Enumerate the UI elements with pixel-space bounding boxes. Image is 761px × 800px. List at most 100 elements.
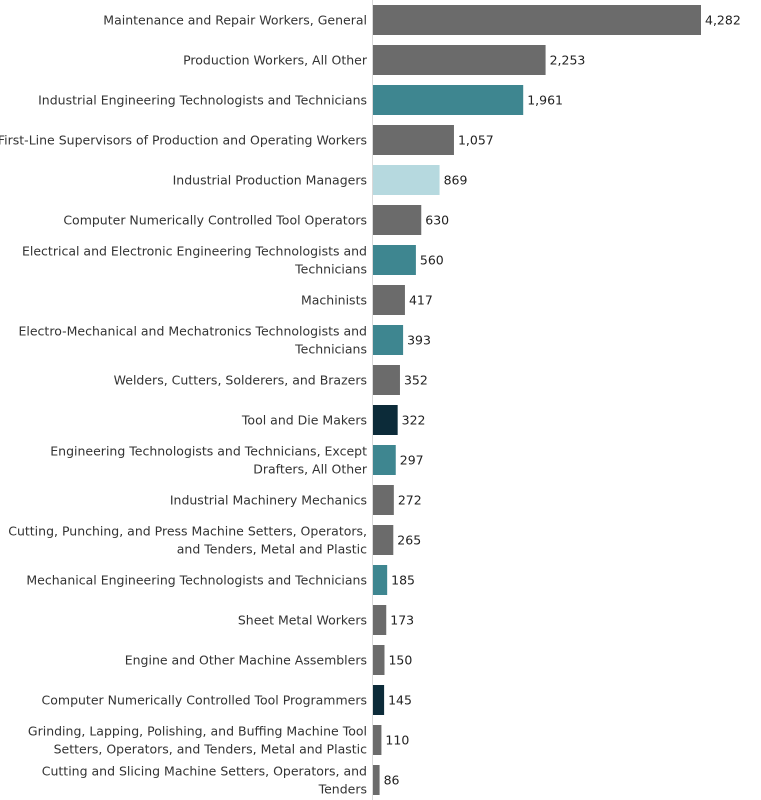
category-label: Computer Numerically Controlled Tool Pro… <box>42 693 367 708</box>
bar-row: Computer Numerically Controlled Tool Ope… <box>63 205 449 235</box>
category-label: Engineering Technologists and Technician… <box>50 444 368 477</box>
category-label: Mechanical Engineering Technologists and… <box>26 573 367 588</box>
category-label: Cutting and Slicing Machine Setters, Ope… <box>42 764 367 797</box>
bar-row: Cutting, Punching, and Press Machine Set… <box>8 524 421 557</box>
category-label-line: First-Line Supervisors of Production and… <box>0 133 367 148</box>
category-label: Production Workers, All Other <box>183 53 368 68</box>
bar <box>373 565 388 595</box>
category-label-line: Industrial Production Managers <box>173 173 367 188</box>
category-label-line: Tool and Die Makers <box>241 413 367 428</box>
bar-row: Industrial Production Managers 869 <box>173 165 468 195</box>
value-label: 393 <box>407 333 431 348</box>
category-label: Welders, Cutters, Solderers, and Brazers <box>114 373 367 388</box>
bar-row: Electrical and Electronic Engineering Te… <box>22 244 444 277</box>
bar <box>373 125 454 155</box>
bar-row: Production Workers, All Other 2,253 <box>183 45 585 75</box>
category-label-line: Production Workers, All Other <box>183 53 368 68</box>
bar <box>373 605 387 635</box>
category-label-line: Engineering Technologists and Technician… <box>50 444 367 459</box>
bar <box>373 485 394 515</box>
value-label: 272 <box>398 493 422 508</box>
value-label: 86 <box>384 773 400 788</box>
bar <box>373 725 382 755</box>
value-label: 417 <box>409 293 433 308</box>
category-label: Industrial Production Managers <box>173 173 367 188</box>
bar-row: Engineering Technologists and Technician… <box>50 444 423 477</box>
category-label: Industrial Engineering Technologists and… <box>38 93 367 108</box>
bar <box>373 765 380 795</box>
category-label-line: Technicians <box>294 262 367 277</box>
bar-row: Sheet Metal Workers 173 <box>238 605 414 635</box>
bar <box>373 445 396 475</box>
bar-row: Machinists 417 <box>301 285 433 315</box>
bar <box>373 5 701 35</box>
value-label: 2,253 <box>550 53 586 68</box>
bar-row: Cutting and Slicing Machine Setters, Ope… <box>42 764 400 797</box>
category-label: Electrical and Electronic Engineering Te… <box>22 244 367 277</box>
category-label-line: Welders, Cutters, Solderers, and Brazers <box>114 373 367 388</box>
value-label: 322 <box>402 413 426 428</box>
bar <box>373 205 422 235</box>
value-label: 150 <box>388 653 412 668</box>
category-label-line: Cutting and Slicing Machine Setters, Ope… <box>42 764 367 779</box>
category-label-line: Drafters, All Other <box>253 462 368 477</box>
value-label: 630 <box>425 213 449 228</box>
bar <box>373 165 440 195</box>
value-label: 4,282 <box>705 13 741 28</box>
bar <box>373 525 394 555</box>
category-label: Electro-Mechanical and Mechatronics Tech… <box>19 324 368 357</box>
bar <box>373 285 405 315</box>
bar <box>373 85 524 115</box>
bar-row: Computer Numerically Controlled Tool Pro… <box>42 685 412 715</box>
bar-row: Electro-Mechanical and Mechatronics Tech… <box>19 324 431 357</box>
value-label: 869 <box>444 173 468 188</box>
category-label-line: Setters, Operators, and Tenders, Metal a… <box>54 742 367 757</box>
bar-row: Engine and Other Machine Assemblers 150 <box>125 645 412 675</box>
category-label-line: Industrial Machinery Mechanics <box>170 493 367 508</box>
value-label: 1,961 <box>527 93 563 108</box>
bar <box>373 245 416 275</box>
category-label-line: Industrial Engineering Technologists and… <box>38 93 367 108</box>
category-label-line: and Tenders, Metal and Plastic <box>177 542 367 557</box>
value-label: 297 <box>400 453 424 468</box>
bar-row: First-Line Supervisors of Production and… <box>0 125 494 155</box>
bar-row: Welders, Cutters, Solderers, and Brazers… <box>114 365 428 395</box>
category-label-line: Mechanical Engineering Technologists and… <box>26 573 367 588</box>
bar <box>373 645 385 675</box>
category-label-line: Computer Numerically Controlled Tool Pro… <box>42 693 367 708</box>
category-label-line: Tenders <box>318 782 367 797</box>
bar <box>373 685 385 715</box>
bar <box>373 45 546 75</box>
category-label-line: Computer Numerically Controlled Tool Ope… <box>63 213 367 228</box>
category-label: Machinists <box>301 293 367 308</box>
category-label: First-Line Supervisors of Production and… <box>0 133 367 148</box>
category-label-line: Electro-Mechanical and Mechatronics Tech… <box>19 324 368 339</box>
bar-row: Grinding, Lapping, Polishing, and Buffin… <box>28 724 409 757</box>
bar <box>373 325 404 355</box>
category-label-line: Maintenance and Repair Workers, General <box>103 13 367 28</box>
category-label-line: Electrical and Electronic Engineering Te… <box>22 244 367 259</box>
category-label-line: Technicians <box>294 342 367 357</box>
value-label: 110 <box>385 733 409 748</box>
category-label: Industrial Machinery Mechanics <box>170 493 367 508</box>
category-label: Grinding, Lapping, Polishing, and Buffin… <box>28 724 367 757</box>
value-label: 145 <box>388 693 412 708</box>
category-label: Maintenance and Repair Workers, General <box>103 13 367 28</box>
category-label: Computer Numerically Controlled Tool Ope… <box>63 213 367 228</box>
value-label: 185 <box>391 573 415 588</box>
category-label-line: Engine and Other Machine Assemblers <box>125 653 367 668</box>
value-label: 265 <box>397 533 421 548</box>
value-label: 1,057 <box>458 133 494 148</box>
bar <box>373 405 398 435</box>
category-label-line: Sheet Metal Workers <box>238 613 367 628</box>
value-label: 560 <box>420 253 444 268</box>
bar-row: Maintenance and Repair Workers, General 4… <box>103 5 741 35</box>
category-label-line: Grinding, Lapping, Polishing, and Buffin… <box>28 724 367 739</box>
bar-row: Industrial Machinery Mechanics 272 <box>170 485 422 515</box>
category-label-line: Cutting, Punching, and Press Machine Set… <box>8 524 367 539</box>
category-label: Engine and Other Machine Assemblers <box>125 653 367 668</box>
value-label: 173 <box>390 613 414 628</box>
bar <box>373 365 400 395</box>
bars-layer: Maintenance and Repair Workers, General 4… <box>0 5 741 797</box>
bar-row: Mechanical Engineering Technologists and… <box>26 565 415 595</box>
